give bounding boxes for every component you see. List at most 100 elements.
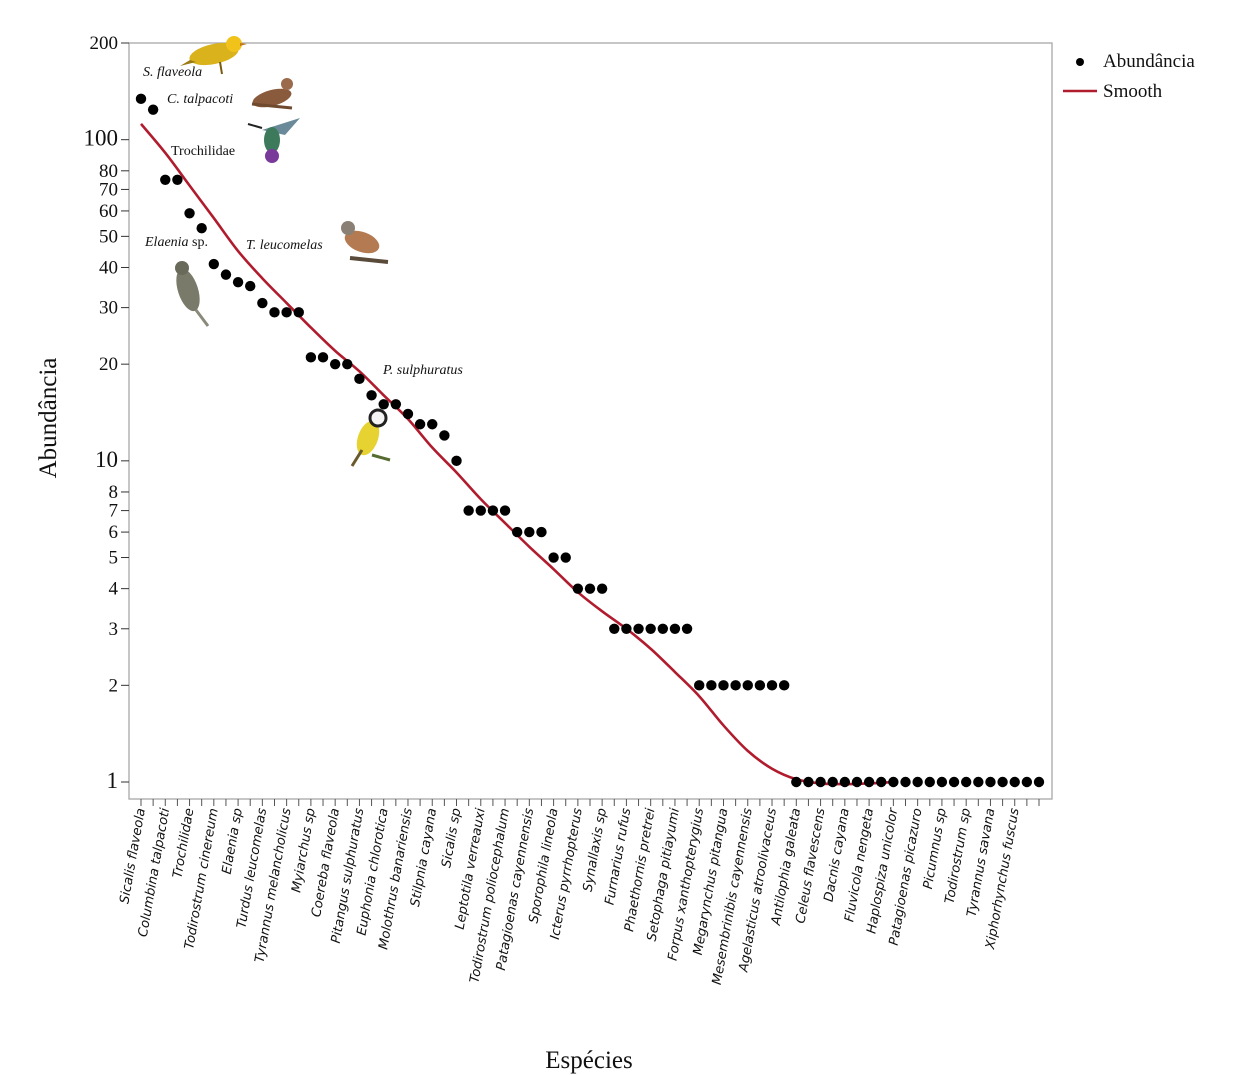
annotation-c-talpacoti: C. talpacoti (167, 92, 233, 107)
abundance-point (269, 307, 280, 318)
abundance-point (487, 505, 499, 516)
x-tick-label: Picumnus sp (921, 807, 950, 890)
abundance-point (402, 408, 414, 420)
abundance-point (511, 526, 523, 538)
abundance-point (305, 352, 317, 363)
abundance-point (1033, 776, 1045, 788)
abundance-point (572, 583, 584, 594)
abundance-point (730, 680, 741, 691)
abundance-point (621, 623, 632, 634)
y-tick-label: 1 (107, 768, 119, 793)
abundance-point (281, 307, 292, 318)
abundance-point (536, 526, 547, 538)
y-tick-label: 40 (99, 257, 118, 278)
x-tick-label: Trochilidae (170, 807, 197, 879)
annotation-p-sulphuratus: P. sulphuratus (382, 363, 463, 378)
kiskadee-image (350, 408, 391, 467)
x-tick-label: Synallaxis sp (581, 807, 610, 893)
y-tick-label: 70 (99, 179, 118, 200)
legend: Abundância Smooth (1063, 51, 1195, 102)
abundance-point (548, 552, 559, 563)
abundance-point (718, 680, 729, 691)
abundance-point (499, 505, 511, 516)
abundance-point (232, 276, 244, 288)
abundance-point (876, 776, 887, 788)
thrush-image (341, 221, 389, 264)
abundance-point (414, 419, 426, 430)
abundance-point (742, 680, 753, 691)
species-annotations: S. flaveola C. talpacoti Trochilidae Ela… (143, 36, 463, 467)
y-tick-label: 60 (99, 201, 118, 222)
abundance-point (560, 552, 571, 563)
abundance-point (1021, 776, 1033, 788)
abundance-point (609, 623, 620, 634)
abundance-point (257, 297, 268, 309)
legend-abundancia-marker (1076, 58, 1084, 66)
abundance-point (681, 623, 693, 634)
abundance-point (354, 373, 365, 385)
abundance-point (985, 776, 996, 788)
abundance-point (815, 776, 826, 788)
y-tick-label: 5 (109, 548, 119, 569)
abundance-point (584, 583, 596, 594)
abundance-point (196, 223, 207, 234)
abundance-point (1009, 776, 1020, 788)
abundance-point (706, 680, 717, 691)
abundance-point (475, 505, 486, 516)
y-tick-label: 2 (109, 675, 119, 696)
abundance-point (924, 776, 935, 788)
hummingbird-image (247, 118, 300, 163)
legend-smooth-label: Smooth (1103, 81, 1163, 102)
abundance-point (172, 174, 183, 186)
abundance-point (147, 104, 159, 115)
y-tick-label: 100 (84, 126, 119, 151)
y-tick-label: 30 (99, 298, 118, 319)
abundance-point (184, 208, 195, 219)
annotation-s-flaveola: S. flaveola (143, 65, 202, 80)
elaenia-bird-image (175, 261, 210, 327)
abundance-point (220, 269, 232, 280)
abundance-point (451, 455, 462, 467)
abundance-point (427, 419, 438, 430)
abundance-point (669, 623, 681, 634)
abundance-point (160, 174, 171, 186)
legend-abundancia-label: Abundância (1103, 51, 1195, 72)
abundance-point (439, 430, 450, 441)
abundance-point (329, 358, 341, 370)
y-axis-title: Abundância (35, 358, 62, 479)
abundance-point (245, 280, 256, 292)
abundance-point (997, 776, 1008, 788)
annotation-elaenia: Elaenia sp. (144, 235, 208, 250)
abundance-point (766, 680, 778, 691)
abundance-point (135, 93, 147, 105)
abundance-point (317, 352, 329, 363)
y-tick-label: 10 (95, 447, 118, 472)
abundance-point (366, 390, 377, 401)
y-tick-label: 8 (109, 482, 119, 503)
abundance-point (754, 680, 766, 691)
abundance-point (524, 526, 535, 538)
y-tick-label: 80 (99, 161, 118, 182)
abundance-point (390, 399, 402, 410)
y-tick-label: 3 (109, 619, 119, 640)
abundance-point (863, 776, 875, 788)
abundance-point (633, 623, 644, 634)
abundance-points (135, 93, 1045, 788)
abundance-point (803, 776, 814, 788)
abundance-point (851, 776, 863, 788)
y-tick-label: 200 (90, 33, 119, 54)
ground-dove-image (251, 78, 293, 110)
abundance-point (791, 776, 802, 788)
abundance-point (960, 776, 972, 788)
y-tick-label: 4 (109, 579, 119, 600)
abundance-point (948, 776, 960, 788)
abundance-point (778, 680, 790, 691)
abundance-point (912, 776, 923, 788)
abundance-point (900, 776, 911, 788)
abundance-point (973, 776, 984, 788)
abundance-point (208, 258, 220, 270)
abundance-point (645, 623, 656, 634)
abundance-point (342, 358, 353, 370)
